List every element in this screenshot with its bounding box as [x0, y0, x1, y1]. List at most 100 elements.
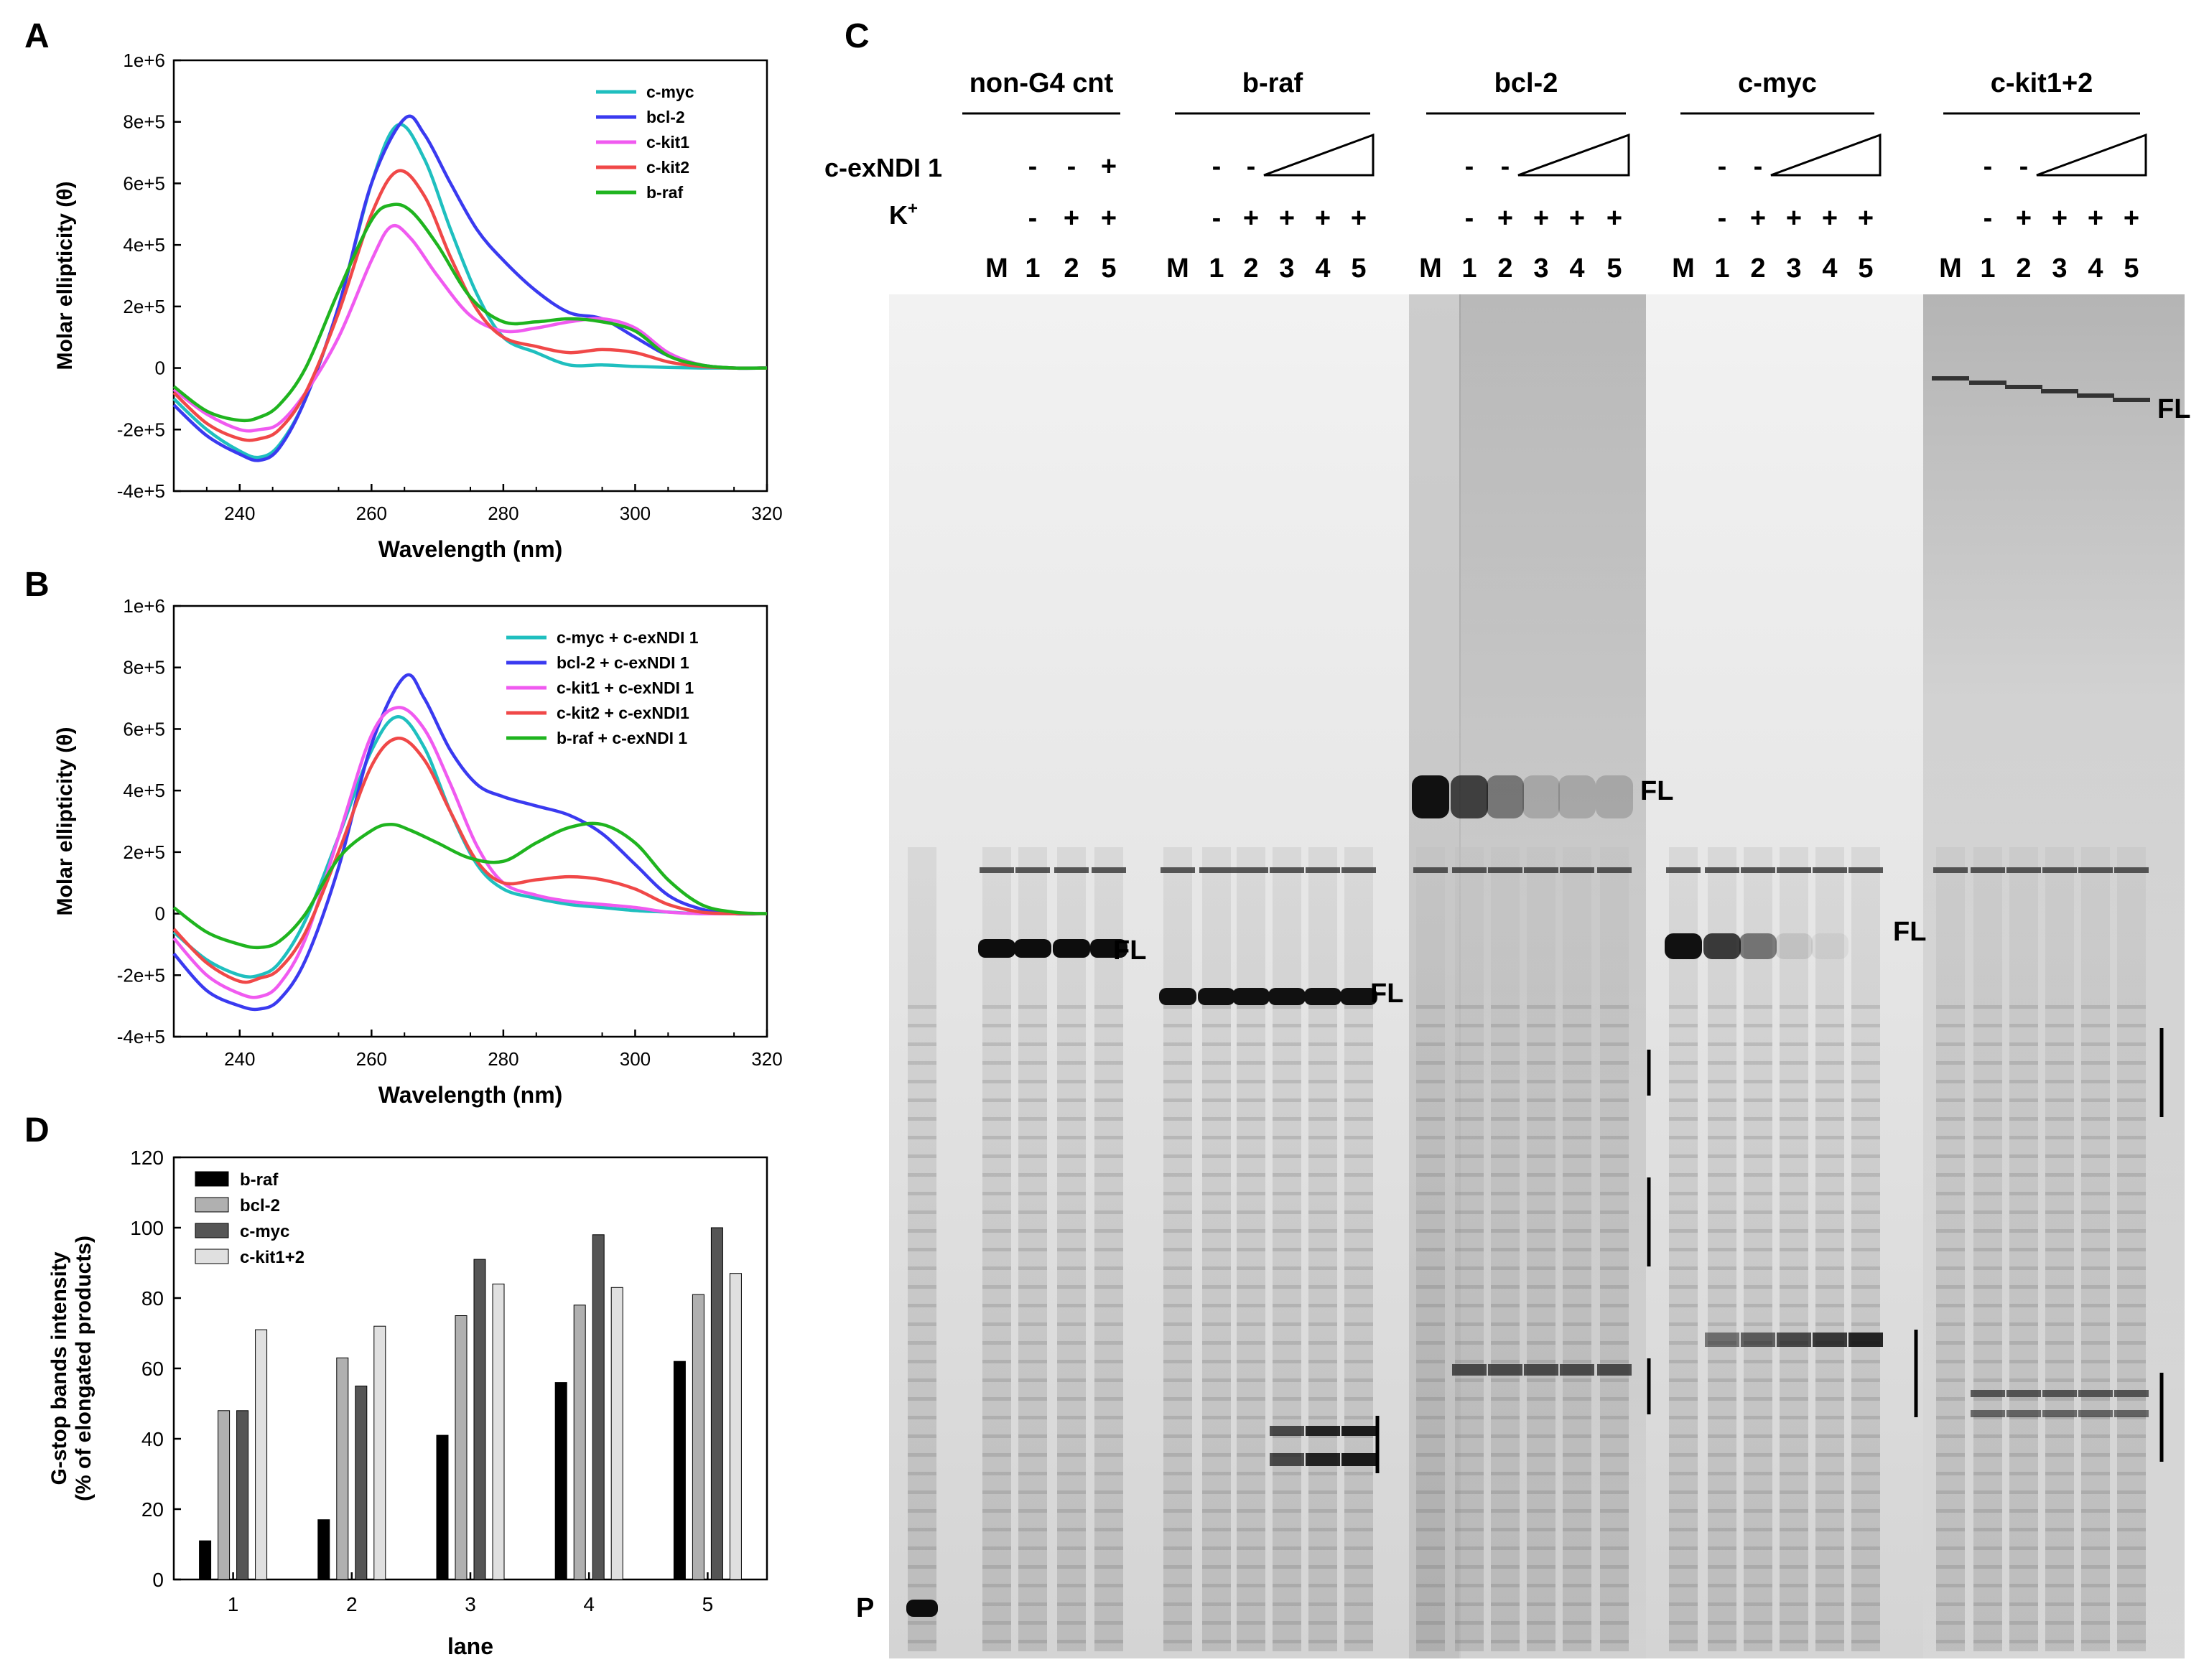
gel-ladder-band [982, 1136, 1011, 1139]
gel-ladder-band [1491, 1472, 1520, 1475]
gel-lane-label: 4 [1822, 253, 1837, 284]
gel-fl-band [1232, 988, 1270, 1005]
gel-ladder-band [1563, 1173, 1591, 1177]
gel-ladder-band [2117, 1360, 2146, 1363]
gel-ladder-band [1094, 1322, 1123, 1326]
gel-ladder-band [1815, 1509, 1844, 1513]
gel-ladder-band [1057, 1285, 1086, 1289]
gel-ladder-band [1057, 1490, 1086, 1494]
gel-ladder-band [1416, 1397, 1445, 1401]
gel-ladder-band [1237, 1565, 1265, 1569]
gel-ladder-band [1600, 1322, 1629, 1326]
gel-ladder-band [1936, 1285, 1965, 1289]
gel-ladder-band [1780, 1005, 1808, 1009]
gel-ladder-band [1057, 1080, 1086, 1083]
gel-ladder-band [1744, 1117, 1772, 1121]
gel-ladder-band [1527, 1042, 1555, 1046]
gel-ladder-band [1744, 1080, 1772, 1083]
gel-ladder-band [1744, 1416, 1772, 1419]
concentration-wedge [1517, 133, 1630, 177]
gel-ladder-band [1973, 1490, 2002, 1494]
gel-ladder-band [1308, 1434, 1337, 1438]
gel-ladder-band [1669, 1248, 1698, 1251]
gel-ladder-band [1936, 1640, 1965, 1643]
x-tick-label: 240 [224, 503, 255, 524]
gel-ladder-band [1057, 1378, 1086, 1382]
legend-label: bcl-2 [646, 108, 685, 126]
gel-fl-band [1932, 376, 1969, 381]
gel-ladder-band [982, 1472, 1011, 1475]
gel-ladder-band [1057, 1602, 1086, 1606]
gel-ladder-band [1163, 1285, 1192, 1289]
gel-compound-mark: - [1465, 151, 1474, 182]
gel-ladder-band [1936, 1472, 1965, 1475]
gel-ladder-band [1057, 1304, 1086, 1307]
gel-ladder-band [1237, 1546, 1265, 1550]
gel-ladder-band [2117, 1397, 2146, 1401]
gel-ladder-band [2009, 1322, 2038, 1326]
gel-group-title: bcl-2 [1494, 68, 1558, 98]
legend-swatch [195, 1197, 229, 1213]
gel-ladder-band [1815, 1080, 1844, 1083]
gel-ladder-band [1057, 1042, 1086, 1046]
gel-ladder-band [908, 1192, 936, 1195]
gel-lane-smear [1018, 847, 1047, 1651]
gel-fl-band [1451, 775, 1488, 818]
bar-c-myc-lane-3 [473, 1259, 486, 1580]
gel-ladder-band [1936, 1210, 1965, 1214]
gel-ladder-band [2045, 1024, 2074, 1027]
gel-ladder-band [1708, 1117, 1736, 1121]
gel-fl-band [1412, 775, 1449, 818]
gel-ladder-band [1973, 1266, 2002, 1270]
gel-ladder-band [2117, 1602, 2146, 1606]
gel-ladder-band [1237, 1229, 1265, 1233]
gel-ladder-band [1600, 1472, 1629, 1475]
gel-lane-label: 1 [1980, 253, 1995, 284]
gel-ladder-band [1669, 1061, 1698, 1065]
gel-ladder-band [1780, 1136, 1808, 1139]
gel-fl-band [1558, 775, 1596, 818]
gel-ladder-band [1273, 1098, 1301, 1102]
gel-fl-band [1159, 988, 1196, 1005]
gel-ladder-band [1202, 1416, 1231, 1419]
gel-ladder-band [1057, 1640, 1086, 1643]
gel-ladder-band [1163, 1434, 1192, 1438]
gel-common-band [1524, 867, 1558, 873]
gel-ladder-band [908, 1304, 936, 1307]
bar-b-raf-lane-3 [436, 1434, 449, 1580]
bar-bcl-2-lane-4 [573, 1305, 586, 1580]
gel-ladder-band [1273, 1546, 1301, 1550]
gel-ladder-band [1600, 1584, 1629, 1587]
gel-ladder-band [908, 1024, 936, 1027]
bar-b-raf-lane-2 [317, 1519, 330, 1580]
gel-ladder-band [1018, 1154, 1047, 1158]
gel-ladder-band [1237, 1472, 1265, 1475]
gel-ladder-band [982, 1266, 1011, 1270]
gel-ladder-band [1563, 1434, 1591, 1438]
gel-common-band [1488, 867, 1522, 873]
gel-ladder-band [1973, 1584, 2002, 1587]
gel-ladder-band [1163, 1472, 1192, 1475]
gel-ladder-band [2009, 1098, 2038, 1102]
gel-ladder-band [1273, 1285, 1301, 1289]
gel-ladder-band [2081, 1528, 2110, 1531]
gel-ladder-band [908, 1005, 936, 1009]
gel-ladder-band [1163, 1509, 1192, 1513]
gel-ladder-band [1708, 1621, 1736, 1625]
gel-ladder-band [1057, 1173, 1086, 1177]
gel-common-band [1741, 867, 1775, 873]
gel-ladder-band [1708, 1397, 1736, 1401]
gel-lane-label: 1 [1461, 253, 1476, 284]
gel-ladder-band [1237, 1098, 1265, 1102]
gel-ladder-band [1094, 1210, 1123, 1214]
gel-ladder-band [1416, 1005, 1445, 1009]
gel-ladder-band [1018, 1378, 1047, 1382]
gel-ladder-band [1455, 1509, 1484, 1513]
gel-ladder-band [1563, 1192, 1591, 1195]
gel-gstop-band [1306, 1453, 1340, 1466]
gel-ladder-band [908, 1322, 936, 1326]
gel-ladder-band [1973, 1042, 2002, 1046]
gel-ladder-band [908, 1453, 936, 1457]
gel-ladder-band [908, 1509, 936, 1513]
gel-ladder-band [1308, 1210, 1337, 1214]
